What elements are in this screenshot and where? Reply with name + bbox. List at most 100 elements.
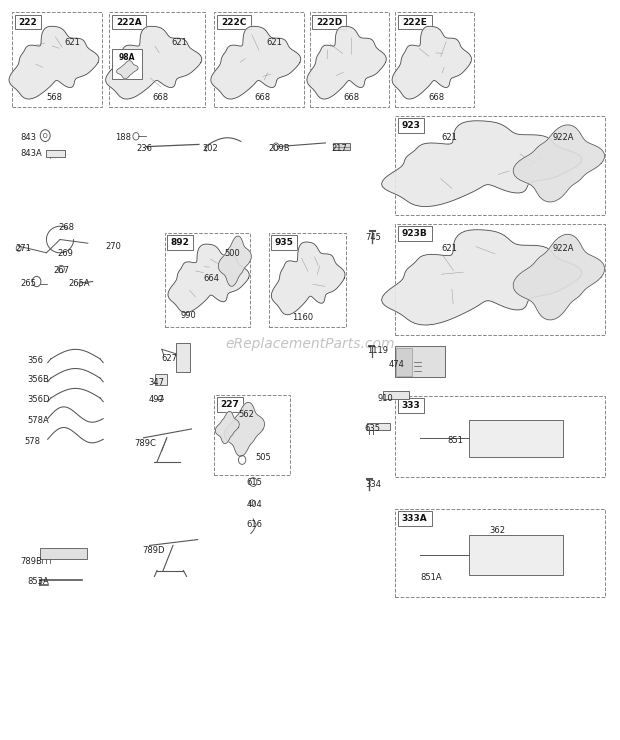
Text: 217: 217 (332, 144, 347, 153)
Text: 578A: 578A (27, 416, 49, 425)
Bar (397, 15, 432, 30)
Polygon shape (381, 230, 582, 325)
Text: 265A: 265A (68, 278, 90, 288)
Text: 209B: 209B (268, 144, 290, 153)
Bar (395, 396, 605, 477)
Text: 668: 668 (153, 93, 169, 102)
Text: 497: 497 (148, 395, 164, 404)
Text: 892: 892 (171, 238, 190, 247)
Text: eReplacementParts.com: eReplacementParts.com (225, 337, 395, 351)
Text: 356: 356 (27, 356, 43, 365)
Polygon shape (307, 27, 386, 99)
Text: 990: 990 (180, 312, 196, 320)
Text: 668: 668 (255, 93, 271, 102)
Polygon shape (272, 242, 345, 314)
Text: 668: 668 (428, 93, 445, 102)
Text: 500: 500 (224, 249, 241, 258)
Text: 923: 923 (401, 121, 420, 130)
Bar (469, 535, 563, 575)
Text: 745: 745 (366, 233, 381, 242)
Bar (395, 346, 445, 377)
Bar (215, 395, 290, 474)
Bar (383, 391, 409, 400)
Text: 236: 236 (136, 144, 152, 153)
Text: 616: 616 (246, 520, 262, 529)
Polygon shape (513, 235, 604, 320)
Bar (12, 13, 102, 107)
Text: 910: 910 (378, 394, 394, 403)
Text: 269: 269 (57, 249, 73, 258)
Text: 615: 615 (246, 478, 262, 488)
Bar (112, 15, 146, 30)
Text: 334: 334 (365, 480, 381, 488)
Bar (15, 15, 41, 30)
Text: 356B: 356B (27, 375, 49, 384)
Text: 668: 668 (343, 93, 360, 102)
Text: 188: 188 (115, 133, 131, 142)
Text: 222: 222 (19, 18, 37, 27)
Bar (215, 13, 304, 107)
Bar (176, 343, 190, 372)
Text: 621: 621 (441, 133, 457, 142)
Polygon shape (105, 27, 202, 99)
Bar (46, 149, 65, 157)
Text: 202: 202 (202, 144, 218, 153)
Text: 853A: 853A (27, 577, 49, 586)
Bar (40, 548, 87, 559)
Bar (268, 233, 346, 327)
Text: 635: 635 (365, 425, 380, 434)
Text: 578: 578 (25, 437, 41, 446)
Bar (165, 233, 250, 327)
Bar (167, 235, 193, 250)
Text: 621: 621 (266, 38, 282, 47)
Bar (367, 423, 390, 431)
Bar (333, 143, 350, 150)
Polygon shape (224, 403, 265, 457)
Bar (469, 420, 563, 457)
Bar (396, 348, 412, 376)
Bar (395, 224, 605, 334)
Text: 843: 843 (20, 133, 36, 142)
Text: 356D: 356D (27, 395, 50, 404)
Bar (271, 235, 297, 250)
Bar (397, 118, 423, 132)
Text: 270: 270 (105, 242, 121, 251)
Text: 98A: 98A (119, 53, 136, 62)
Polygon shape (168, 244, 249, 312)
Polygon shape (215, 411, 239, 443)
Polygon shape (218, 236, 251, 286)
Text: 222E: 222E (402, 18, 427, 27)
Text: 568: 568 (46, 93, 63, 102)
Text: 851A: 851A (420, 573, 442, 582)
Bar (112, 49, 142, 78)
Bar (312, 15, 347, 30)
Text: 923B: 923B (402, 229, 428, 238)
Text: 267: 267 (54, 266, 70, 275)
Text: 621: 621 (64, 38, 80, 47)
Polygon shape (9, 27, 99, 99)
Bar (397, 398, 423, 413)
Text: 789B: 789B (20, 557, 42, 566)
Text: 562: 562 (239, 411, 254, 420)
Bar (217, 397, 242, 412)
Text: 404: 404 (246, 500, 262, 508)
Bar (109, 13, 205, 107)
Text: 505: 505 (255, 453, 272, 462)
Bar (397, 226, 432, 241)
Text: 621: 621 (441, 244, 457, 253)
Text: 362: 362 (490, 526, 506, 535)
Text: 333: 333 (401, 401, 420, 410)
Text: 222D: 222D (316, 18, 343, 27)
Polygon shape (211, 27, 301, 99)
Text: 271: 271 (15, 244, 31, 253)
Text: 268: 268 (58, 223, 74, 232)
Bar (395, 508, 605, 597)
Text: 922A: 922A (552, 133, 574, 142)
Bar (395, 13, 474, 107)
Bar (217, 15, 250, 30)
Text: 843A: 843A (20, 149, 42, 158)
Text: 222A: 222A (116, 18, 142, 27)
Text: 474: 474 (389, 360, 405, 369)
Bar (310, 13, 389, 107)
Bar (395, 115, 605, 215)
